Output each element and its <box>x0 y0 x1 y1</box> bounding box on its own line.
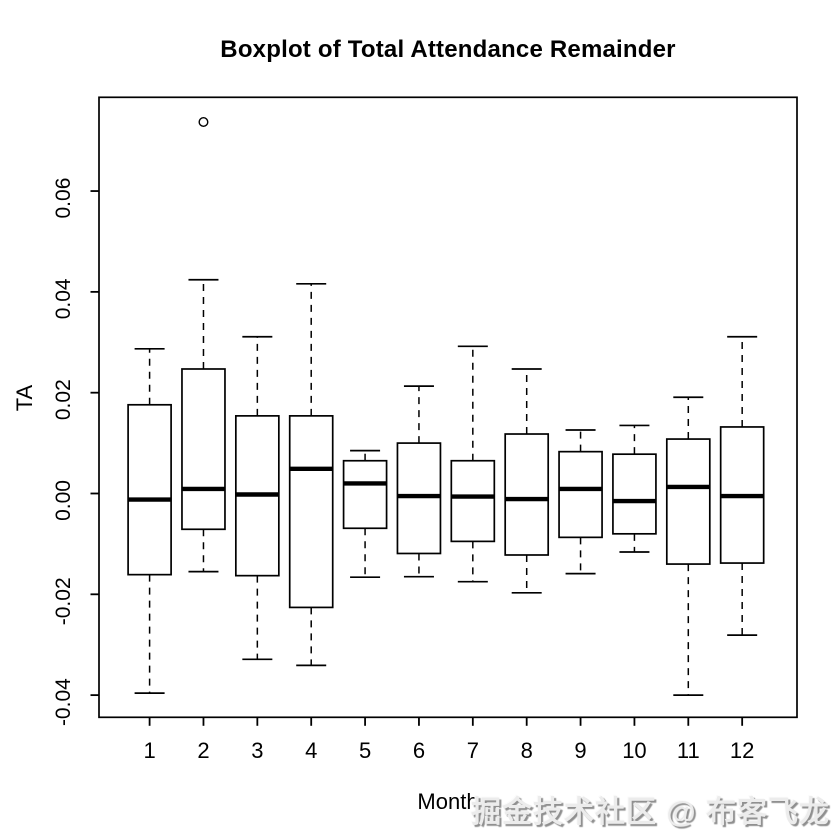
iqr-box <box>127 403 172 576</box>
chart-title: Boxplot of Total Attendance Remainder <box>220 36 676 63</box>
x-axis-tick-label: 10 <box>622 738 646 763</box>
iqr-box <box>288 415 334 609</box>
boxplot-month-7 <box>450 345 496 583</box>
boxplot-month-8 <box>504 368 550 594</box>
boxplot-month-10 <box>612 424 657 553</box>
x-axis-tick-label: 9 <box>574 738 586 763</box>
iqr-box <box>612 453 657 535</box>
x-axis-label: Month <box>417 789 479 814</box>
iqr-box <box>450 459 496 543</box>
boxplot-month-9 <box>558 429 603 575</box>
x-axis-tick-label: 3 <box>251 738 263 763</box>
iqr-box <box>665 438 711 565</box>
boxplot-month-2 <box>181 116 226 573</box>
x-axis-tick-label: 11 <box>677 738 700 763</box>
boxplot-month-11 <box>665 396 711 696</box>
iqr-box <box>396 442 442 555</box>
outlier-point <box>198 116 209 127</box>
boxplot-month-12 <box>719 335 765 636</box>
iqr-box <box>558 450 603 539</box>
y-axis-label: TA <box>12 384 37 412</box>
x-axis-tick-label: 12 <box>730 738 754 763</box>
boxplot-month-5 <box>342 449 388 579</box>
y-axis-tick-label: -0.04 <box>52 678 75 726</box>
x-axis-tick-label: 8 <box>521 738 533 763</box>
boxplot-month-3 <box>234 335 280 661</box>
y-axis-tick-label: 0.04 <box>52 278 75 319</box>
boxplot-month-1 <box>127 347 172 694</box>
watermark-text: 掘金技术社区 @ 布客飞龙 <box>471 796 830 829</box>
x-axis-tick-label: 7 <box>467 738 479 763</box>
boxplot-month-4 <box>288 282 334 667</box>
iqr-box <box>342 459 388 530</box>
x-axis-tick-label: 5 <box>359 738 371 763</box>
y-axis-tick-label: 0.02 <box>52 379 75 420</box>
y-axis-tick-label: 0.00 <box>52 480 75 521</box>
y-axis-tick-label: -0.02 <box>52 577 75 625</box>
x-axis-tick-label: 2 <box>197 738 209 763</box>
y-axis-tick-label: 0.06 <box>52 178 75 219</box>
plot-border <box>98 96 798 719</box>
x-axis-tick-label: 6 <box>413 738 425 763</box>
iqr-box <box>504 433 550 556</box>
boxplot-month-6 <box>396 385 442 578</box>
iqr-box <box>181 368 226 531</box>
x-axis-tick-label: 1 <box>143 738 155 763</box>
x-axis-tick-label: 4 <box>305 738 317 763</box>
